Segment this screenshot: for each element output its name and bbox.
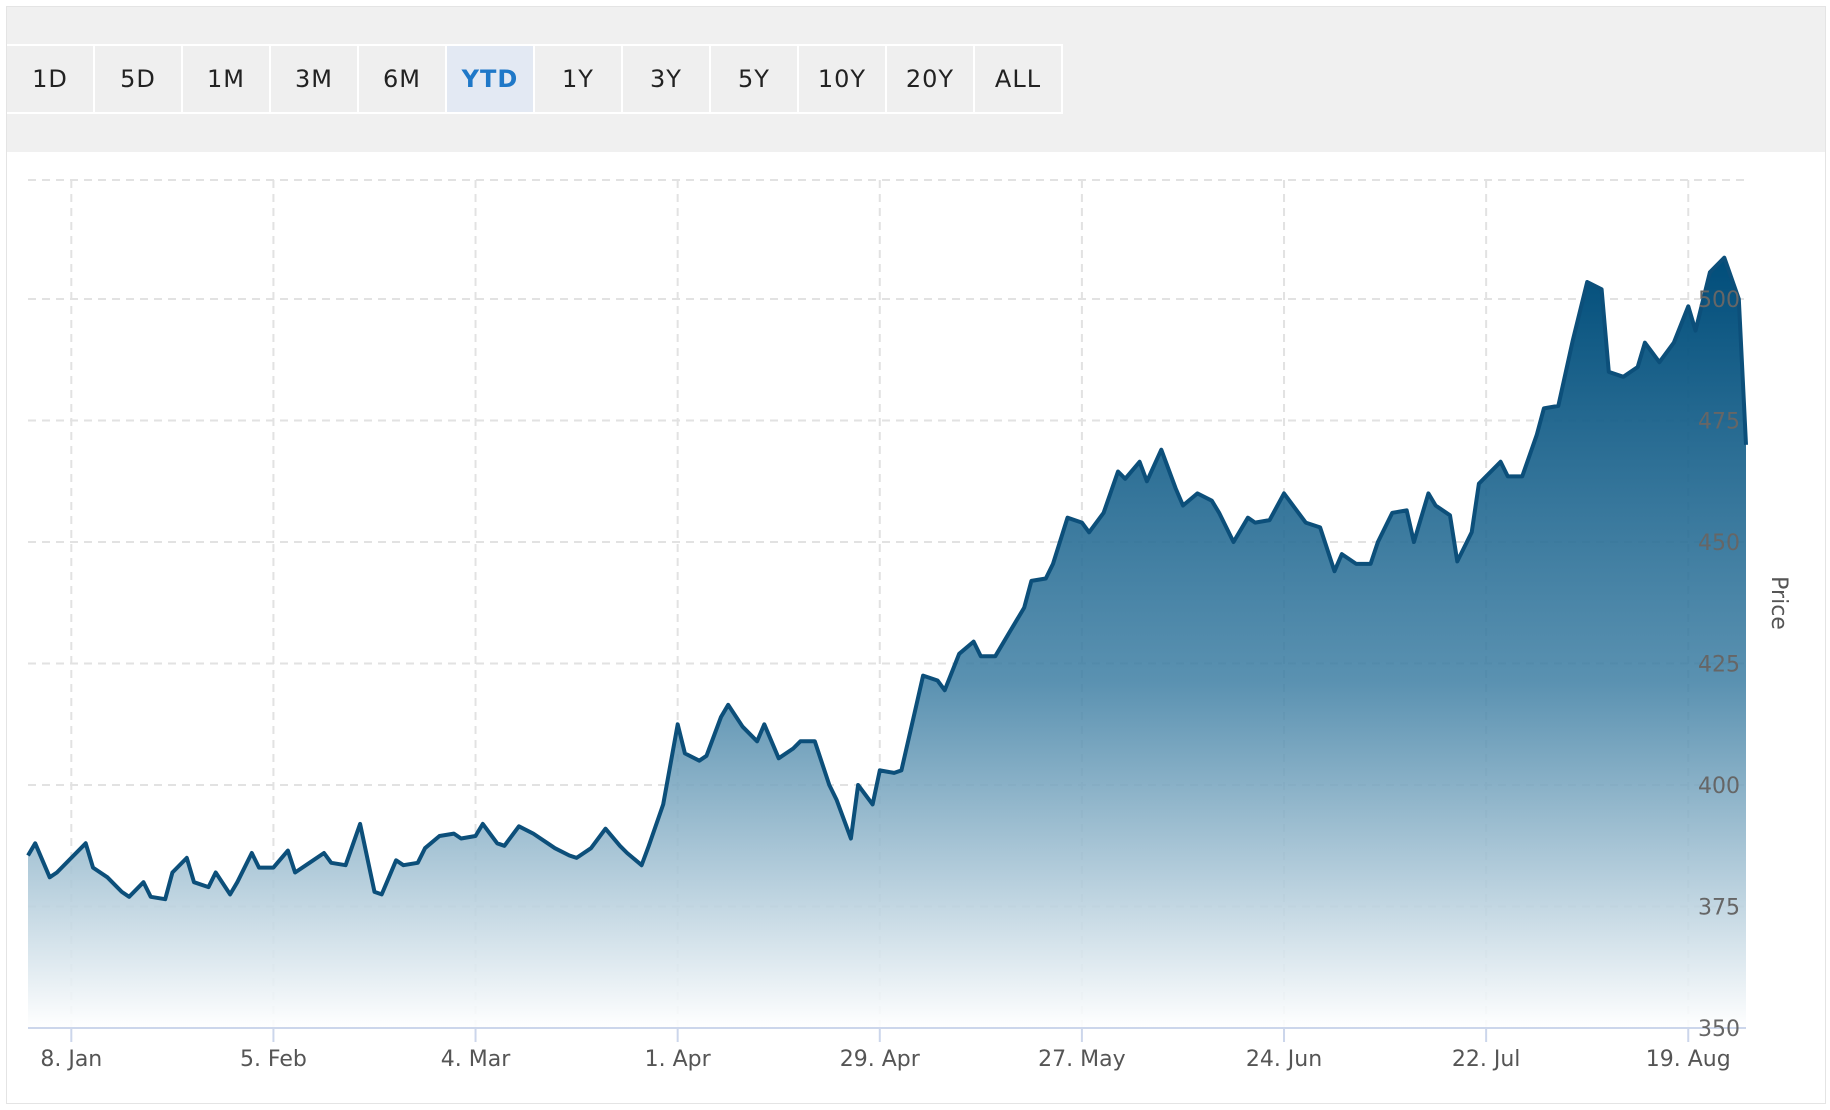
x-tick-label: 5. Feb [240,1047,307,1072]
area-fill [28,257,1746,1028]
range-button-3m[interactable]: 3M [271,46,357,112]
y-tick-label: 425 [1698,653,1740,678]
x-tick-label: 19. Aug [1646,1047,1731,1072]
range-button-all[interactable]: ALL [975,46,1061,112]
price-area [26,255,1748,1028]
y-tick-label: 350 [1698,1017,1740,1042]
range-button-3y[interactable]: 3Y [623,46,709,112]
range-button-ytd[interactable]: YTD [447,46,533,112]
x-tick-label: 22. Jul [1452,1047,1521,1072]
range-button-1m[interactable]: 1M [183,46,269,112]
range-button-10y[interactable]: 10Y [799,46,885,112]
price-line [26,255,1748,902]
y-tick-label: 500 [1698,288,1740,313]
range-button-5d[interactable]: 5D [95,46,181,112]
y-tick-label: 450 [1698,531,1740,556]
gridlines [28,179,1746,1028]
y-tick-label: 375 [1698,896,1740,921]
range-button-5y[interactable]: 5Y [711,46,797,112]
range-button-20y[interactable]: 20Y [887,46,973,112]
x-tick-label: 27. May [1038,1047,1125,1072]
x-axis: 8. Jan 5. Feb 4. Mar 1. Apr 29. Apr 27. May 24… [28,1027,1746,1072]
y-axis-title: Price [1766,576,1791,630]
y-axis: 350 375 400 425 450 475 500 [1698,288,1740,1042]
range-button-1y[interactable]: 1Y [535,46,621,112]
range-button-6m[interactable]: 6M [359,46,445,112]
x-tick-label: 1. Apr [645,1047,712,1072]
x-tick-label: 29. Apr [840,1047,921,1072]
range-selector: 1D 5D 1M 3M 6M YTD 1Y 3Y 5Y 10Y 20Y ALL [7,44,1063,114]
y-tick-label: 475 [1698,410,1740,435]
x-tick-label: 4. Mar [441,1047,511,1072]
x-tick-label: 8. Jan [40,1047,102,1072]
y-tick-label: 400 [1698,774,1740,799]
range-button-1d[interactable]: 1D [7,46,93,112]
x-tick-label: 24. Jun [1246,1047,1322,1072]
range-toolbar: 1D 5D 1M 3M 6M YTD 1Y 3Y 5Y 10Y 20Y ALL [7,7,1825,152]
